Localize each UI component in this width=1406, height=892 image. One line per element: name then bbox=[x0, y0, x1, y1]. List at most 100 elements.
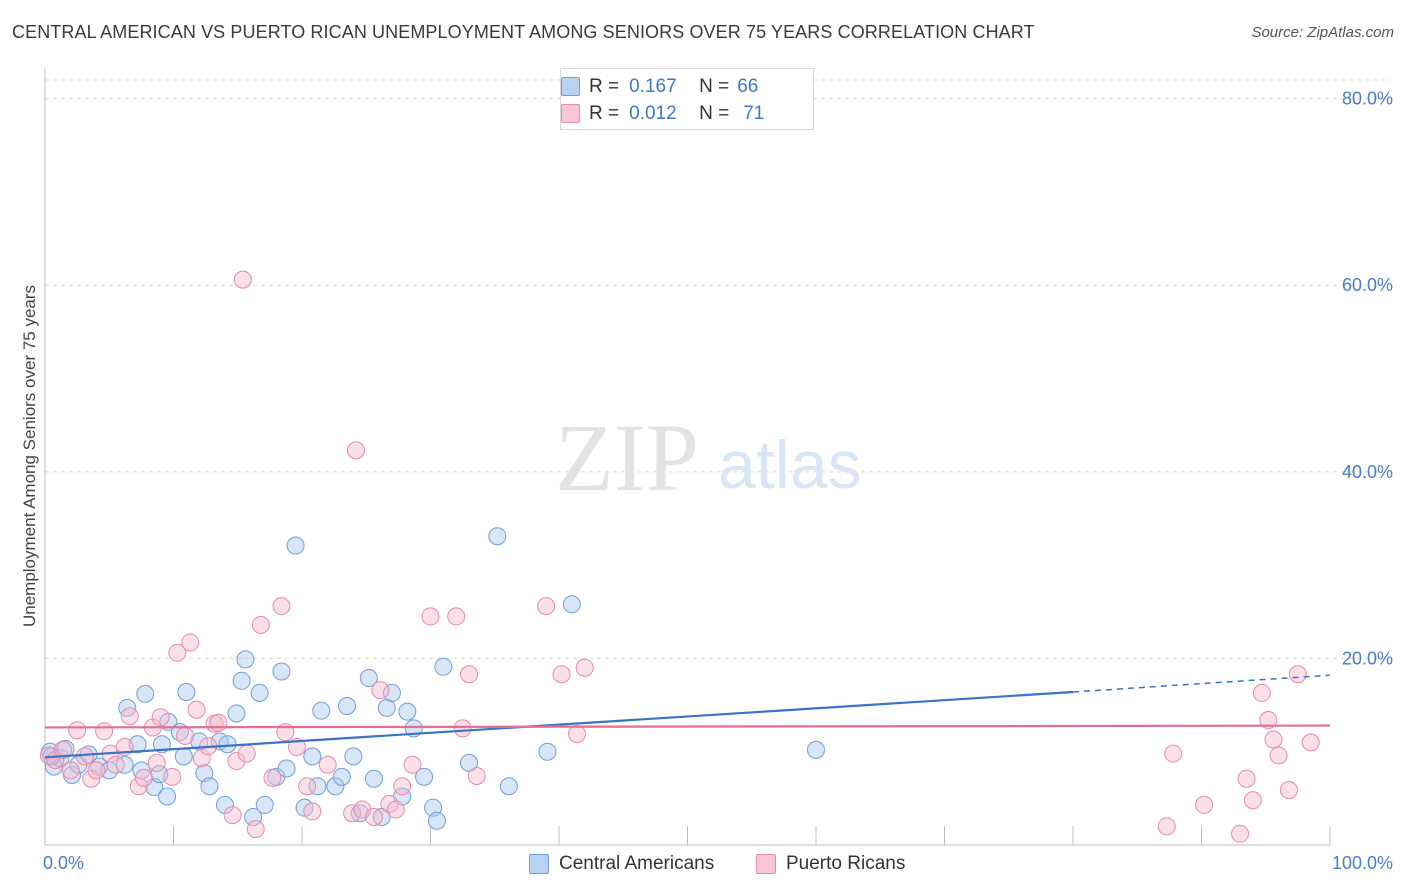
central-american-point bbox=[174, 747, 193, 766]
central-american-point bbox=[359, 669, 378, 688]
x-tick-label: 100.0% bbox=[1332, 853, 1393, 873]
central-american-point bbox=[488, 527, 507, 546]
central-american-point bbox=[326, 777, 345, 796]
central-american-point bbox=[177, 683, 196, 701]
legend-r-label: R = bbox=[589, 103, 620, 124]
puerto-rican-point bbox=[181, 633, 200, 652]
central-american-point bbox=[277, 759, 296, 778]
central-american-point bbox=[807, 740, 825, 759]
puerto-rican-point bbox=[1237, 769, 1256, 788]
puerto-rican-point bbox=[386, 800, 405, 819]
puerto-rican-point bbox=[393, 777, 412, 796]
puerto-rican-point bbox=[1269, 746, 1288, 765]
central-american-point bbox=[312, 701, 331, 720]
bottom-legend-swatch-pink bbox=[756, 854, 776, 874]
watermark-atlas: atlas bbox=[718, 427, 862, 503]
puerto-rican-point bbox=[447, 607, 466, 626]
central-american-point bbox=[132, 761, 151, 780]
tick-labels: 20.0% 40.0% 60.0% 80.0% 0.0% 100.0% bbox=[43, 89, 1393, 873]
legend-n-label: N = bbox=[699, 76, 730, 97]
watermark-zip: ZIP bbox=[555, 404, 699, 511]
puerto-rican-point bbox=[147, 753, 166, 772]
puerto-rican-point bbox=[237, 744, 256, 763]
legend-n-value: 66 bbox=[737, 76, 759, 97]
puerto-rican-trend-line bbox=[44, 724, 1331, 729]
puerto-rican-point bbox=[61, 761, 80, 780]
central-american-trend-extension bbox=[1072, 674, 1331, 693]
puerto-rican-point bbox=[87, 761, 106, 780]
central-american-point bbox=[344, 747, 363, 766]
central-american-point bbox=[286, 536, 305, 555]
puerto-rican-point bbox=[223, 806, 242, 825]
chart-source: Source: ZipAtlas.com bbox=[1251, 24, 1394, 41]
axes bbox=[44, 68, 1331, 846]
puerto-rican-point bbox=[1264, 730, 1283, 749]
puerto-rican-point bbox=[1301, 733, 1320, 752]
central-american-point bbox=[499, 777, 518, 796]
watermark: ZIP atlas bbox=[555, 404, 862, 511]
puerto-rican-point bbox=[1231, 824, 1250, 843]
puerto-rican-point bbox=[346, 441, 365, 460]
central-american-point bbox=[427, 811, 446, 830]
trend-lines bbox=[44, 674, 1331, 759]
central-american-point bbox=[415, 767, 434, 786]
puerto-rican-point bbox=[82, 769, 101, 788]
central-american-point bbox=[308, 777, 327, 796]
puerto-rican-point bbox=[251, 615, 270, 634]
bottom-legend-label: Puerto Ricans bbox=[786, 853, 906, 874]
puerto-rican-point bbox=[263, 768, 282, 787]
puerto-rican-point bbox=[1195, 795, 1214, 814]
chart-title: CENTRAL AMERICAN VS PUERTO RICAN UNEMPLO… bbox=[12, 22, 1035, 42]
bottom-legend-central-americans: Central Americans bbox=[529, 851, 714, 877]
puerto-rican-point bbox=[163, 767, 182, 786]
bottom-legend-puerto-ricans: Puerto Ricans bbox=[756, 851, 905, 877]
puerto-rican-point bbox=[1279, 780, 1298, 799]
legend-row-central-americans: R = 0.167 N = 66 bbox=[561, 75, 759, 99]
puerto-rican-point bbox=[537, 597, 556, 616]
correlation-legend: R = 0.167 N = 66 R = 0.012 N = 71 bbox=[560, 68, 814, 130]
puerto-rican-point bbox=[95, 722, 114, 741]
central-american-point bbox=[227, 704, 246, 723]
central-american-point bbox=[232, 671, 251, 690]
puerto-rican-point bbox=[1157, 817, 1176, 836]
puerto-rican-point bbox=[120, 707, 139, 726]
legend-r-value: 0.012 bbox=[629, 103, 677, 124]
central-american-point bbox=[332, 767, 351, 786]
central-american-point bbox=[250, 683, 269, 702]
y-tick-label: 80.0% bbox=[1342, 89, 1393, 109]
puerto-rican-point bbox=[298, 777, 317, 796]
central-american-point bbox=[136, 684, 155, 703]
central-american-point bbox=[538, 742, 557, 761]
puerto-rican-point bbox=[575, 658, 594, 677]
bottom-legend-swatch-blue bbox=[529, 854, 549, 874]
puerto-rican-point bbox=[209, 713, 228, 732]
puerto-rican-point bbox=[134, 768, 153, 787]
puerto-rican-point bbox=[1243, 791, 1262, 810]
central-american-point bbox=[562, 595, 581, 614]
central-american-point bbox=[337, 696, 356, 715]
puerto-rican-point bbox=[168, 643, 187, 662]
puerto-rican-point bbox=[343, 804, 362, 823]
puerto-rican-point bbox=[460, 665, 479, 684]
puerto-rican-point bbox=[287, 738, 306, 757]
puerto-rican-point bbox=[453, 719, 472, 738]
puerto-rican-point bbox=[151, 708, 170, 727]
legend-row-puerto-ricans: R = 0.012 N = 71 bbox=[561, 102, 764, 126]
puerto-rican-point bbox=[318, 755, 337, 774]
puerto-rican-point bbox=[233, 270, 252, 289]
puerto-rican-point bbox=[75, 747, 94, 766]
puerto-rican-point bbox=[106, 755, 125, 774]
y-tick-label: 60.0% bbox=[1342, 275, 1393, 295]
puerto-rican-point bbox=[187, 700, 206, 719]
puerto-rican-point bbox=[1164, 744, 1183, 763]
puerto-rican-point bbox=[53, 740, 72, 759]
data-points bbox=[39, 270, 1320, 843]
gridlines bbox=[45, 79, 1390, 659]
puerto-rican-point bbox=[129, 777, 148, 796]
central-american-point bbox=[382, 683, 401, 702]
central-american-point bbox=[200, 777, 219, 796]
central-american-point bbox=[377, 698, 396, 717]
central-american-point bbox=[434, 657, 453, 676]
bottom-legend-label: Central Americans bbox=[559, 853, 715, 874]
central-american-point bbox=[215, 795, 234, 814]
